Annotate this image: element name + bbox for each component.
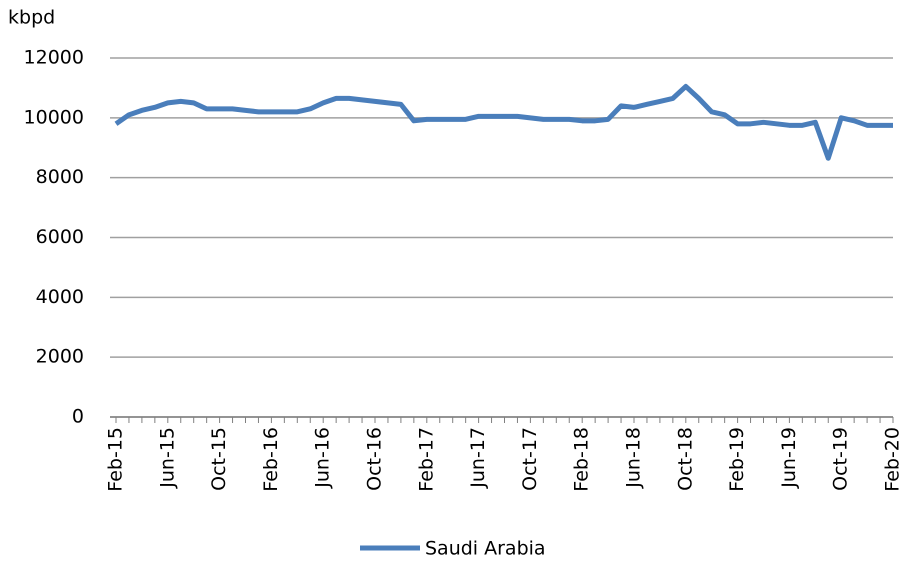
x-tick-label: Jun-15	[156, 427, 178, 489]
x-tick-label: Feb-16	[260, 427, 282, 492]
x-tick-label: Feb-15	[105, 427, 127, 492]
y-tick-label: 6000	[36, 226, 84, 248]
x-tick-label: Oct-19	[830, 427, 852, 491]
x-tick-label: Oct-17	[519, 427, 541, 491]
x-tick-label: Oct-15	[208, 427, 230, 491]
legend-label: Saudi Arabia	[425, 538, 546, 560]
y-tick-label: 8000	[36, 166, 84, 188]
x-tick-label: Feb-20	[882, 427, 904, 492]
y-tick-label: 2000	[36, 346, 84, 368]
y-tick-label: 0	[72, 406, 84, 428]
y-tick-label: 12000	[24, 47, 84, 69]
x-tick-label: Feb-18	[571, 427, 593, 492]
x-tick-label: Feb-17	[415, 427, 437, 492]
x-tick-label: Jun-17	[467, 427, 489, 489]
y-tick-label: 4000	[36, 286, 84, 308]
x-tick-label: Jun-19	[778, 427, 800, 489]
x-tick-label: Jun-18	[623, 427, 645, 489]
x-tick-label: Jun-16	[312, 427, 334, 489]
x-tick-label: Oct-16	[364, 427, 386, 491]
y-axis-label: kbpd	[8, 7, 55, 29]
data-line	[114, 83, 893, 161]
y-tick-label: 10000	[24, 106, 84, 128]
x-tick-label: Oct-18	[674, 427, 696, 491]
x-tick-label: Feb-19	[726, 427, 748, 492]
